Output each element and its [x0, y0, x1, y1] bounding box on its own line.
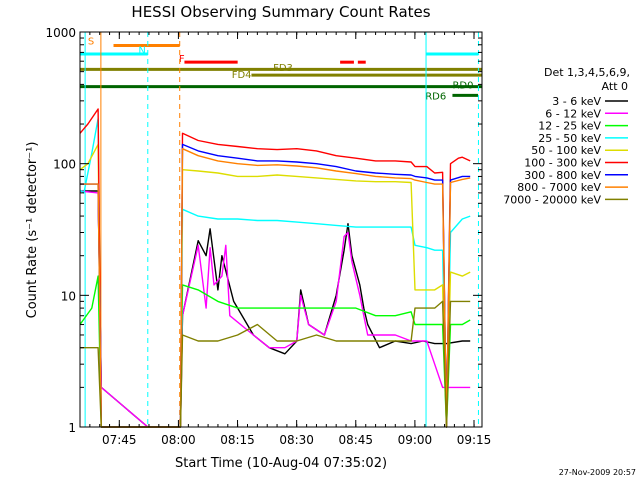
x-tick-label: 09:15: [457, 433, 492, 447]
flag-label-fd3: FD3: [273, 63, 293, 74]
flag-label-s: S: [88, 37, 94, 48]
y-tick-label: 1000: [45, 26, 76, 40]
flag-label-n: N: [138, 46, 145, 57]
legend-entry-label: 300 - 800 keV: [524, 169, 601, 182]
x-tick-label: 08:15: [220, 433, 255, 447]
series-line-8: [80, 300, 471, 428]
legend-entry-label: 25 - 50 keV: [538, 132, 601, 145]
series-line-1: [79, 190, 471, 428]
flag-bars: S N F FD3 FD4 RD0 RD6: [80, 37, 482, 102]
legend-entry-label: 800 - 7000 keV: [517, 181, 601, 194]
legend-title-line2: Att 0: [602, 80, 628, 93]
y-tick-label: 1: [68, 421, 76, 435]
y-tick-label: 10: [61, 289, 76, 303]
y-axis-label: Count Rate (s⁻¹ detector⁻¹): [25, 142, 40, 319]
flag-label-rd6: RD6: [425, 91, 446, 102]
flag-label-rd0: RD0: [452, 80, 473, 91]
legend-entry-label: 3 - 6 keV: [552, 95, 601, 108]
legend-entry-label: 50 - 100 keV: [531, 144, 601, 157]
x-tick-label: 08:00: [161, 433, 196, 447]
vertical-markers: [84, 32, 479, 427]
x-axis-label: Start Time (10-Aug-04 07:35:02): [175, 456, 387, 471]
legend-entry-label: 7000 - 20000 keV: [503, 193, 601, 206]
x-tick-label: 08:45: [338, 433, 373, 447]
legend-entry-label: 12 - 25 keV: [538, 120, 601, 133]
legend-entry-label: 100 - 300 keV: [524, 157, 601, 170]
x-tick-label: 08:30: [279, 433, 314, 447]
x-tick-label: 07:45: [102, 433, 137, 447]
legend-title-line1: Det 1,3,4,5,6,9,: [544, 66, 630, 79]
flag-label-f: F: [179, 54, 185, 65]
timestamp: 27-Nov-2009 20:57: [559, 468, 636, 477]
x-tick-label: 09:00: [398, 433, 433, 447]
y-tick-label: 100: [53, 158, 76, 172]
plot-frame: [79, 31, 483, 428]
chart-title: HESSI Observing Summary Count Rates: [131, 3, 430, 21]
legend-entry-label: 6 - 12 keV: [545, 107, 601, 120]
axes: 07:45 08:00 08:15 08:30 08:45 09:00 09:15 1 10 10…: [45, 26, 491, 447]
flag-label-fd4: FD4: [232, 70, 252, 81]
